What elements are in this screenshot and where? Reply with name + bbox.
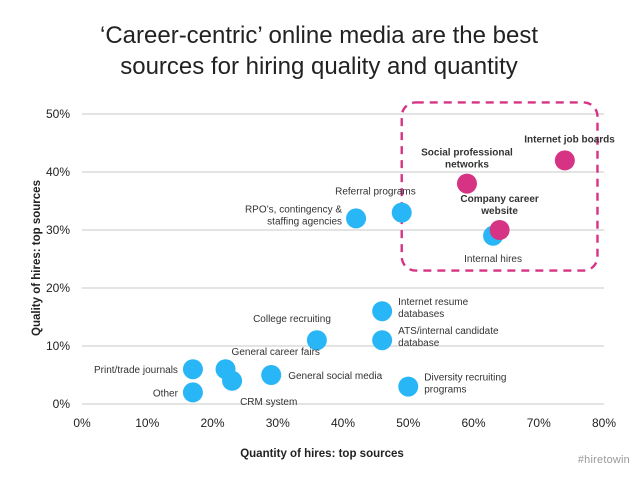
highlight-point [456, 173, 477, 194]
point-label: Company career website [460, 194, 538, 217]
x-tick-label: 20% [200, 416, 224, 430]
point-label-line: networks [445, 160, 489, 171]
hashtag-label: #hiretowin [577, 454, 630, 466]
point-label: Print/trade journals [94, 365, 178, 376]
point-label-line: Referral programs [335, 187, 416, 198]
point-labels: Internet job boards Social professional ne… [94, 134, 615, 407]
point-label-line: CRM system [240, 397, 297, 408]
chart-title-line-1: ‘Career-centric’ online media are the be… [100, 22, 538, 49]
data-point [391, 202, 412, 223]
point-label: General career fairs [232, 347, 320, 358]
data-point [372, 330, 393, 351]
x-tick-label: 0% [73, 416, 91, 430]
x-tick-label: 80% [592, 416, 616, 430]
point-label-line: RPO’s, contingency & [245, 204, 342, 215]
point-label-line: Print/trade journals [94, 365, 178, 376]
point-label: Diversity recruiting programs [424, 373, 506, 396]
point-label-line: ATS/internal candidate [398, 326, 499, 337]
highlight-box-group [400, 101, 599, 272]
point-label: Other [153, 388, 179, 399]
data-point [306, 330, 327, 351]
point-label: Social professional networks [421, 148, 513, 171]
chart-title: ‘Career-centric’ online media are the be… [0, 20, 638, 82]
highlight-point [554, 150, 575, 171]
point-label-line: Company career [460, 194, 538, 205]
x-tick-label: 30% [266, 416, 290, 430]
point-label-line: website [480, 206, 518, 217]
x-tick-label: 40% [331, 416, 355, 430]
point-label-line: Other [153, 388, 179, 399]
point-label: Internal hires [464, 254, 522, 265]
data-point [182, 359, 203, 380]
point-label: Internet job boards [524, 134, 615, 145]
point-label-line: staffing agencies [267, 216, 342, 227]
point-label: Referral programs [335, 187, 416, 198]
grid-lines [82, 113, 604, 405]
highlight-box [400, 101, 599, 272]
y-tick-label: 40% [46, 165, 70, 179]
y-tick-label: 10% [46, 339, 70, 353]
point-label: Internet resume databases [398, 297, 468, 320]
point-label-line: College recruiting [253, 314, 331, 325]
chart-title-line-2: sources for hiring quality and quantity [120, 53, 518, 80]
point-label-line: Internet resume [398, 297, 468, 308]
y-tick-label: 0% [53, 397, 71, 411]
point-label: College recruiting [253, 314, 331, 325]
point-label-line: database [398, 338, 440, 349]
point-label: ATS/internal candidate database [398, 326, 499, 349]
point-label-line: Internal hires [464, 254, 522, 265]
data-point [182, 382, 203, 403]
point-label-line: General social media [288, 371, 382, 382]
x-tick-label: 60% [461, 416, 485, 430]
y-tick-label: 20% [46, 281, 70, 295]
x-tick-label: 70% [527, 416, 551, 430]
y-tick-label: 30% [46, 223, 70, 237]
highlight-point [489, 220, 510, 240]
x-tick-label: 10% [135, 416, 159, 430]
data-point [372, 301, 393, 322]
data-point [222, 370, 243, 391]
point-label: General social media [288, 371, 382, 382]
point-label: RPO’s, contingency & staffing agencies [245, 204, 342, 227]
data-point [346, 208, 367, 229]
data-point [261, 365, 282, 385]
point-label-line: programs [424, 385, 466, 396]
axis-ticks: 0% 10% 20% 30% 40% 50% 0% 10% 20% 30% 40% 50% 60% 70%… [46, 107, 616, 430]
y-tick-label: 50% [46, 107, 70, 121]
point-label: CRM system [240, 397, 297, 408]
point-label-line: Diversity recruiting [424, 373, 506, 384]
x-tick-label: 50% [396, 416, 420, 430]
point-label-line: databases [398, 309, 444, 320]
point-label-line: General career fairs [232, 347, 320, 358]
data-point [398, 376, 419, 397]
point-label-line: Social professional [421, 148, 513, 159]
point-label-line: Internet job boards [524, 134, 615, 145]
y-axis-label: Quality of hires: top sources [31, 180, 43, 336]
x-axis-label: Quantity of hires: top sources [240, 448, 404, 460]
data-points [182, 150, 575, 403]
